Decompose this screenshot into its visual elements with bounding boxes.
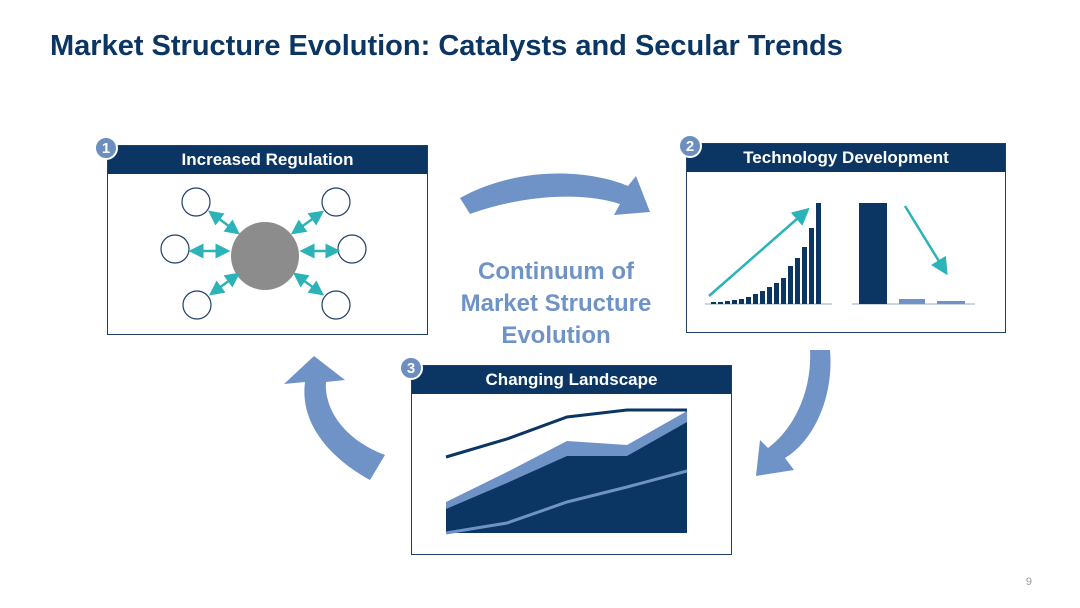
technology-diagram xyxy=(687,172,1005,332)
panel-header: Changing Landscape xyxy=(412,366,731,394)
center-line-1: Continuum of xyxy=(478,258,634,285)
line-top xyxy=(445,408,687,459)
regulation-diagram xyxy=(108,174,427,334)
outer-circle xyxy=(160,234,190,264)
decline-bar xyxy=(899,299,925,304)
teal-double-arrow-icon xyxy=(208,210,240,235)
panel-header: Increased Regulation xyxy=(108,146,427,174)
panel-technology-development: Technology Development xyxy=(686,143,1006,333)
page-title: Market Structure Evolution: Catalysts an… xyxy=(50,30,843,62)
panel-number-badge: 1 xyxy=(94,136,118,160)
panel-number-badge: 2 xyxy=(678,134,702,158)
outer-circle xyxy=(182,290,212,320)
trend-arrow-icon xyxy=(903,205,948,276)
landscape-diagram xyxy=(412,394,731,554)
cycle-arrow-icon xyxy=(460,173,650,215)
outer-circle xyxy=(181,187,211,217)
decline-bar xyxy=(859,203,887,304)
outer-circle xyxy=(337,234,367,264)
area-dark xyxy=(446,422,687,533)
growth-bars xyxy=(711,203,821,304)
trend-arrow-icon xyxy=(708,207,810,297)
decline-bar xyxy=(937,301,965,304)
outer-circle xyxy=(321,187,351,217)
panel-header: Technology Development xyxy=(687,144,1005,172)
center-line-3: Evolution xyxy=(501,322,611,349)
central-hub-circle xyxy=(231,222,299,290)
center-caption: Continuum of Market Structure Evolution xyxy=(436,256,676,352)
panel-changing-landscape: Changing Landscape xyxy=(411,365,732,555)
teal-double-arrow-icon xyxy=(290,210,325,235)
outer-circle xyxy=(321,290,351,320)
panel-number-badge: 3 xyxy=(399,356,423,380)
teal-double-arrow-icon xyxy=(208,272,241,296)
panel-increased-regulation: Increased Regulation xyxy=(107,145,428,335)
line-bottom xyxy=(445,469,688,535)
teal-double-arrow-icon xyxy=(292,272,325,296)
center-line-2: Market Structure xyxy=(460,290,652,317)
cycle-arrow-icon xyxy=(756,350,831,476)
cycle-arrow-icon xyxy=(284,356,385,480)
page-number: 9 xyxy=(1025,576,1032,588)
